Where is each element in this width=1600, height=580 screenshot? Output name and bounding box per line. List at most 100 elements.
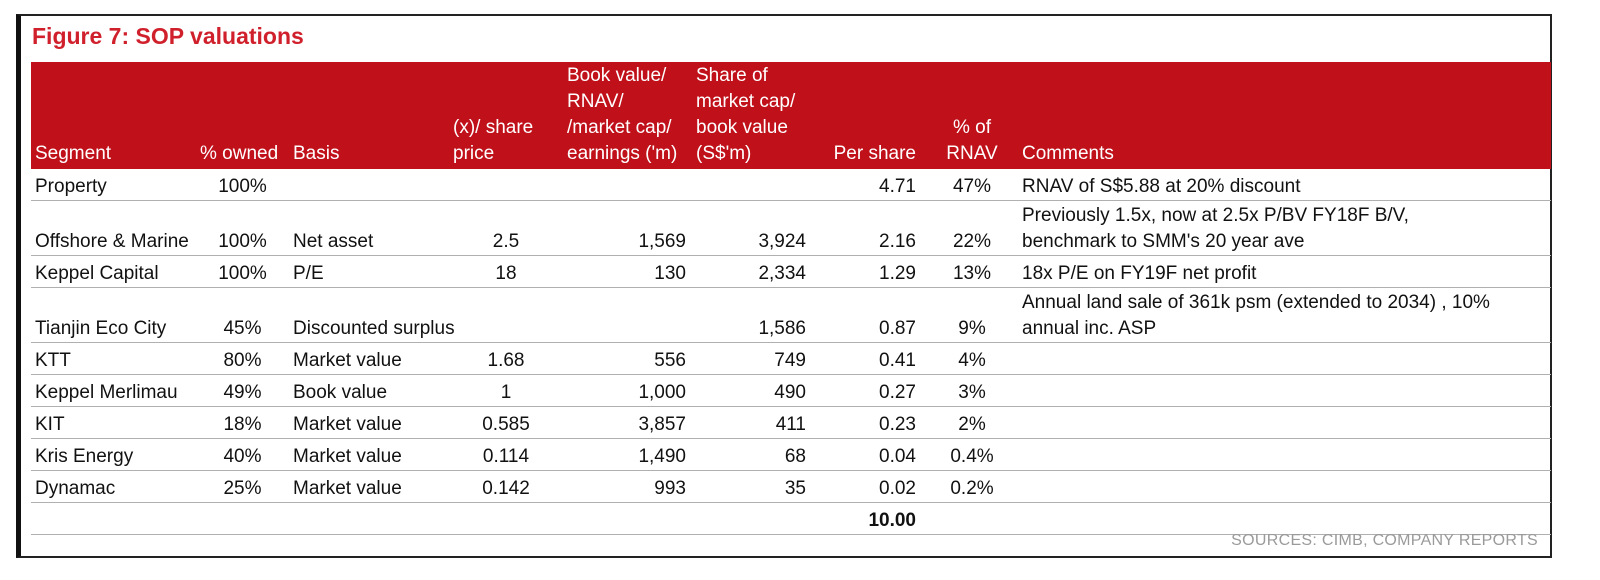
cell-per-share: 0.23 — [812, 406, 934, 439]
cell-owned: 18% — [196, 406, 289, 439]
cell-segment: Offshore & Marine — [31, 200, 196, 256]
total-empty-cell — [563, 502, 692, 535]
cell-book: 3,857 — [563, 406, 692, 439]
cell-segment: Dynamac — [31, 470, 196, 503]
cell-pct-rnav: 22% — [934, 200, 1010, 256]
cell-book: 556 — [563, 342, 692, 375]
cell-per-share: 0.41 — [812, 342, 934, 375]
cell-share: 490 — [692, 374, 812, 407]
table-row: KIT 18% Market value 0.585 3,857 411 0.23 2% — [31, 406, 1551, 439]
cell-multiple: 0.585 — [449, 406, 563, 439]
cell-share: 411 — [692, 406, 812, 439]
cell-segment: Kris Energy — [31, 438, 196, 471]
cell-owned: 100% — [196, 169, 289, 201]
cell-book: 1,569 — [563, 200, 692, 256]
cell-pct-rnav: 0.2% — [934, 470, 1010, 503]
cell-owned: 49% — [196, 374, 289, 407]
total-empty-cell — [196, 502, 289, 535]
cell-share: 68 — [692, 438, 812, 471]
cell-segment: Keppel Capital — [31, 255, 196, 288]
cell-multiple: 2.5 — [449, 200, 563, 256]
total-empty-cell — [692, 502, 812, 535]
total-empty-cell — [289, 502, 449, 535]
cell-basis: Market value — [289, 438, 449, 471]
total-empty-cell — [31, 502, 196, 535]
col-header-multiple: (x)/ share price — [449, 62, 563, 169]
total-empty-cell — [1010, 502, 1551, 535]
cell-share: 749 — [692, 342, 812, 375]
cell-owned: 100% — [196, 255, 289, 288]
cell-multiple: 1.68 — [449, 342, 563, 375]
cell-basis: Market value — [289, 470, 449, 503]
table-row: Keppel Capital 100% P/E 18 130 2,334 1.29 13% 18… — [31, 255, 1551, 288]
cell-per-share: 0.04 — [812, 438, 934, 471]
cell-share: 3,924 — [692, 200, 812, 256]
col-header-per-share: Per share — [812, 62, 934, 169]
cell-pct-rnav: 13% — [934, 255, 1010, 288]
cell-pct-rnav: 4% — [934, 342, 1010, 375]
table-row: Offshore & Marine 100% Net asset 2.5 1,569 3,… — [31, 200, 1551, 256]
cell-per-share: 0.02 — [812, 470, 934, 503]
cell-multiple: 18 — [449, 255, 563, 288]
cell-book: 1,490 — [563, 438, 692, 471]
cell-comments: Annual land sale of 361k psm (extended t… — [1010, 287, 1551, 343]
cell-book — [563, 169, 692, 201]
total-per-share: 10.00 — [812, 502, 934, 535]
cell-multiple: 0.114 — [449, 438, 563, 471]
col-header-book: Book value/ RNAV/ /market cap/ earnings … — [563, 62, 692, 169]
cell-book — [563, 287, 692, 343]
cell-share: 2,334 — [692, 255, 812, 288]
cell-owned: 80% — [196, 342, 289, 375]
header-row: Segment % owned Basis (x)/ share price B… — [31, 62, 1551, 169]
col-header-share: Share of market cap/ book value (S$'m) — [692, 62, 812, 169]
cell-book: 1,000 — [563, 374, 692, 407]
table-body: Property 100% 4.71 47% RNAV of S$5.88 at 20%… — [31, 169, 1551, 535]
cell-owned: 25% — [196, 470, 289, 503]
cell-comments — [1010, 342, 1551, 375]
cell-pct-rnav: 2% — [934, 406, 1010, 439]
cell-comments — [1010, 470, 1551, 503]
cell-basis: Book value — [289, 374, 449, 407]
cell-pct-rnav: 3% — [934, 374, 1010, 407]
cell-per-share: 0.87 — [812, 287, 934, 343]
cell-comments: 18x P/E on FY19F net profit — [1010, 255, 1551, 288]
cell-comments: RNAV of S$5.88 at 20% discount — [1010, 169, 1551, 201]
cell-comments: Previously 1.5x, now at 2.5x P/BV FY18F … — [1010, 200, 1551, 256]
cell-book: 130 — [563, 255, 692, 288]
cell-basis — [289, 169, 449, 201]
sources-note: SOURCES: CIMB, COMPANY REPORTS — [1231, 532, 1538, 549]
cell-multiple — [449, 287, 563, 343]
sop-valuations-table: Segment % owned Basis (x)/ share price B… — [31, 62, 1551, 535]
cell-segment: KIT — [31, 406, 196, 439]
table-row: KTT 80% Market value 1.68 556 749 0.41 4% — [31, 342, 1551, 375]
cell-basis: Discounted surplus — [289, 287, 455, 343]
total-empty-cell — [449, 502, 563, 535]
col-header-basis: Basis — [289, 62, 449, 169]
cell-basis: P/E — [289, 255, 449, 288]
cell-multiple: 0.142 — [449, 470, 563, 503]
col-header-segment: Segment — [31, 62, 196, 169]
cell-basis: Market value — [289, 406, 449, 439]
table-row: Keppel Merlimau 49% Book value 1 1,000 490 0.2… — [31, 374, 1551, 407]
cell-book: 993 — [563, 470, 692, 503]
total-row: 10.00 — [31, 502, 1551, 535]
col-header-comments: Comments — [1010, 62, 1551, 169]
cell-owned: 40% — [196, 438, 289, 471]
cell-per-share: 1.29 — [812, 255, 934, 288]
cell-segment: Keppel Merlimau — [31, 374, 196, 407]
cell-multiple — [449, 169, 563, 201]
total-empty-cell — [934, 502, 1010, 535]
figure-title: Figure 7: SOP valuations — [32, 23, 304, 49]
table-row: Property 100% 4.71 47% RNAV of S$5.88 at 20%… — [31, 169, 1551, 201]
cell-pct-rnav: 9% — [934, 287, 1010, 343]
cell-per-share: 4.71 — [812, 169, 934, 201]
cell-comments — [1010, 406, 1551, 439]
table-row: Dynamac 25% Market value 0.142 993 35 0.02 0.2% — [31, 470, 1551, 503]
figure-frame: Figure 7: SOP valuations Segment % owned… — [16, 14, 1552, 558]
col-header-owned: % owned — [196, 62, 289, 169]
cell-basis: Net asset — [289, 200, 449, 256]
cell-pct-rnav: 0.4% — [934, 438, 1010, 471]
cell-share — [692, 169, 812, 201]
cell-owned: 100% — [196, 200, 289, 256]
cell-per-share: 2.16 — [812, 200, 934, 256]
